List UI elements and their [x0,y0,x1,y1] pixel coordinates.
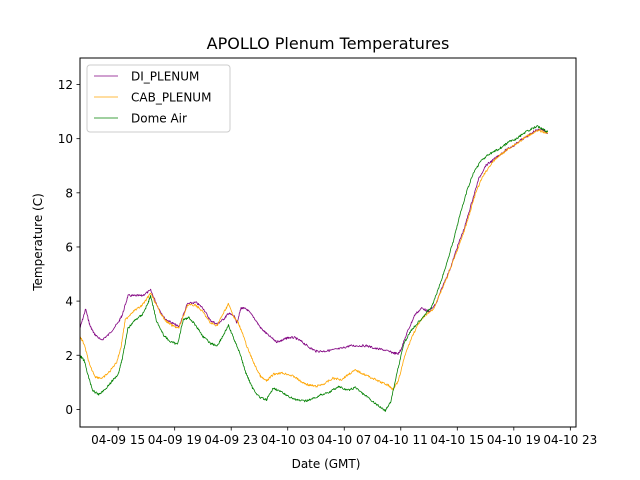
x-tick-label: 04-09 19 [148,433,202,447]
legend-label-dome-air: Dome Air [131,112,187,126]
x-tick-label: 04-10 11 [374,433,428,447]
x-tick-label: 04-10 15 [430,433,484,447]
series-line-dome-air [80,125,549,412]
series-line-cab-plenum [80,129,549,391]
y-tick-label: 12 [58,78,73,92]
legend-box [86,64,231,133]
x-tick-label: 04-10 03 [261,433,315,447]
x-axis-label: Date (GMT) [292,457,361,471]
series-line-di-plenum [80,128,548,355]
y-tick-label: 2 [65,349,73,363]
legend: DI_PLENUM CAB_PLENUM Dome Air [86,64,231,133]
x-tick-label: 04-10 07 [317,433,371,447]
x-axis-ticks: 04-09 15 04-09 19 04-09 23 04-10 03 04-10 07… [91,427,597,447]
y-tick-label: 4 [65,295,73,309]
x-tick-label: 04-10 19 [487,433,541,447]
x-tick-label: 04-09 23 [204,433,258,447]
y-axis-label: Temperature (C) [31,193,45,292]
y-tick-label: 0 [65,403,73,417]
y-tick-label: 10 [58,132,73,146]
series-layer [80,125,549,412]
legend-items: DI_PLENUM CAB_PLENUM Dome Air [94,70,211,126]
chart-title: APOLLO Plenum Temperatures [207,34,450,53]
y-tick-label: 6 [65,240,73,254]
y-axis-ticks: 0 2 4 6 8 10 12 [58,78,80,417]
y-tick-label: 8 [65,186,73,200]
legend-label-di-plenum: DI_PLENUM [131,70,199,84]
x-tick-label: 04-10 23 [543,433,597,447]
x-tick-label: 04-09 15 [91,433,145,447]
legend-label-cab-plenum: CAB_PLENUM [131,91,211,105]
plot-frame [79,57,577,428]
